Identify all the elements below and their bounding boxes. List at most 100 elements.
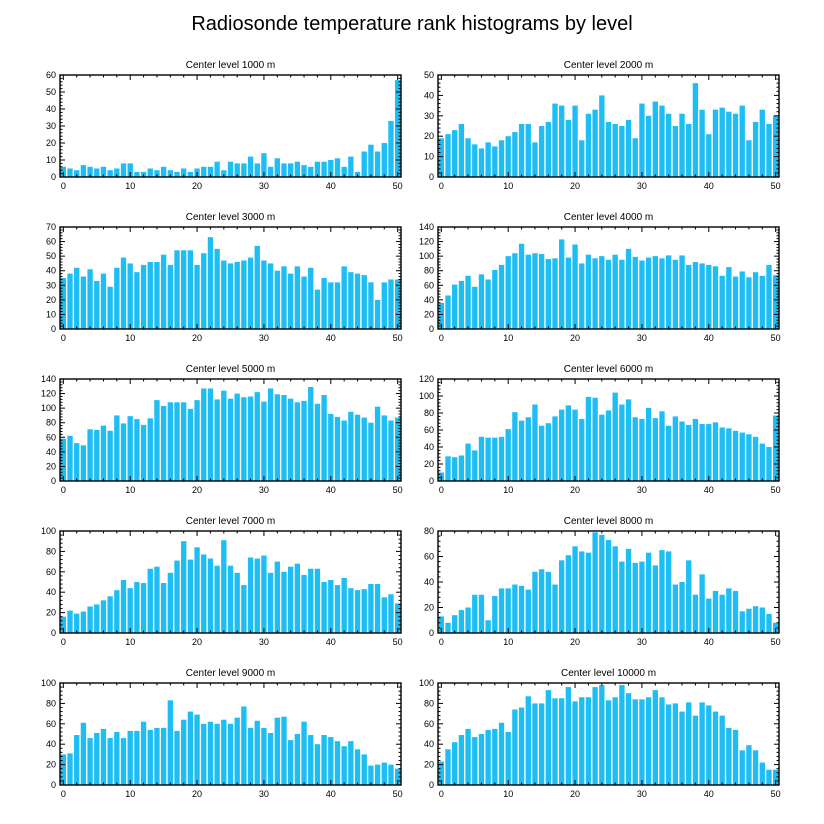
panel-1-bar-27 (241, 163, 247, 177)
panel-8-bar-35 (672, 584, 679, 633)
panel-10-bar-3 (458, 735, 465, 785)
panel-3-xlabel-20: 20 (192, 333, 202, 343)
panel-3-ylabel-20: 20 (46, 295, 56, 305)
panel-7-xlabel-50: 50 (393, 637, 403, 647)
panel-8-bar-15 (538, 569, 545, 633)
panel-9-bar-42 (341, 746, 347, 785)
panel-10-bar-38 (692, 715, 699, 785)
panel-4-bar-29 (632, 256, 638, 329)
panel-9-ylabel-100: 100 (41, 678, 56, 688)
panel-6-xlabel-0: 0 (439, 485, 444, 495)
panel-6-ylabel-100: 100 (419, 391, 434, 401)
panel-4-bar-12 (518, 243, 525, 329)
panel-1-bar-12 (140, 171, 147, 177)
panel-6-bar-20 (572, 409, 578, 481)
panel-9-bar-1 (67, 753, 73, 785)
panel-7-bar-38 (314, 568, 321, 633)
panel-2-bar-21 (579, 140, 585, 177)
panel-6-bar-46 (746, 434, 752, 481)
panel-10-bar-32 (652, 690, 658, 785)
panel-4-bar-6 (478, 274, 485, 329)
panel-1-xlabel-10: 10 (125, 181, 135, 191)
panel-7-bar-12 (140, 583, 147, 633)
panel-5-xlabel-0: 0 (61, 485, 66, 495)
panel-10-bar-47 (752, 750, 759, 785)
panel-8-bar-23 (592, 532, 598, 633)
panel-8-bar-18 (559, 560, 565, 633)
panel-2-bar-40 (706, 134, 712, 177)
panel-3-bar-36 (301, 276, 307, 329)
panel-10-bar-9 (498, 722, 505, 785)
panel-9-bar-39 (321, 735, 327, 785)
panel-2-bar-37 (686, 123, 692, 177)
panel-6-ylabel-40: 40 (424, 442, 434, 452)
panel-2-bar-14 (532, 142, 538, 177)
panel-3: Center level 3000 m 0 10 20 30 40 50 0 10 20 30 40 5… (46, 212, 403, 343)
panel-4-ylabel-0: 0 (429, 324, 434, 334)
panel-1-bar-40 (328, 160, 334, 177)
panel-9-bar-44 (354, 749, 361, 785)
panel-8-bar-19 (565, 555, 572, 633)
panel-8-xlabel-30: 30 (637, 637, 647, 647)
panel-6-bar-41 (712, 422, 719, 481)
panel-4-xlabel-30: 30 (637, 333, 647, 343)
panel-5-bar-14 (154, 400, 160, 481)
panel-10-bar-13 (525, 696, 531, 785)
panel-7-bar-1 (67, 610, 73, 633)
panels: Center level 1000 m 0 10 20 30 40 50 0 10 20 30 40 5… (41, 60, 781, 799)
panel-3-bar-18 (181, 250, 187, 329)
panel-10-bar-0 (438, 761, 445, 785)
panel-6-bar-19 (565, 405, 572, 481)
panel-9-bar-4 (87, 738, 93, 785)
panel-4-bar-19 (565, 257, 572, 329)
panel-7-bar-32 (274, 561, 280, 633)
panel-3-bar-4 (87, 269, 93, 329)
panel-3-bar-1 (67, 273, 73, 329)
panel-6-bar-47 (752, 436, 759, 481)
panel-7-bar-24 (221, 540, 227, 633)
panel-4-bar-4 (465, 275, 471, 329)
panel-4-ylabel-140: 140 (419, 222, 434, 232)
panel-10-bar-37 (686, 702, 692, 785)
panel-7-bar-42 (341, 577, 347, 633)
panel-4-bar-47 (752, 272, 759, 329)
panel-1-ylabel-50: 50 (46, 87, 56, 97)
panel-5-bar-38 (314, 403, 321, 481)
panel-1-bar-46 (368, 144, 374, 177)
panel-7-title: Center level 7000 m (186, 516, 276, 527)
panel-3-bar-12 (140, 264, 147, 329)
panel-7-bar-46 (368, 584, 374, 633)
panel-3-frame (59, 226, 402, 330)
panel-3-ylabel-0: 0 (51, 324, 56, 334)
panel-8-bar-11 (512, 584, 518, 633)
panel-3-bar-9 (120, 257, 127, 329)
panel-1-bar-16 (167, 170, 173, 177)
panel-9-bar-28 (247, 727, 254, 785)
panel-2-bar-45 (739, 105, 745, 177)
panel-5-bar-26 (234, 393, 240, 481)
panel-10-bar-44 (732, 729, 739, 785)
panel-5-bar-17 (174, 402, 180, 481)
panel-2-bar-13 (525, 123, 531, 177)
panel-10-bar-34 (666, 704, 672, 785)
panel-10-ylabel-80: 80 (424, 698, 434, 708)
panel-6-bar-25 (605, 410, 612, 481)
panel-4-bar-1 (445, 295, 451, 329)
panel-2-bar-12 (518, 123, 525, 177)
panel-4-bar-9 (498, 264, 505, 329)
panel-10-bar-2 (452, 742, 458, 785)
panel-2-bar-5 (472, 144, 478, 177)
panel-1-bar-25 (227, 161, 234, 177)
panel-4-bar-44 (732, 276, 739, 329)
panel-7-bar-4 (87, 606, 93, 633)
panel-5-ylabel-0: 0 (51, 476, 56, 486)
panel-7-bar-10 (127, 588, 133, 633)
panel-6-bar-33 (659, 411, 665, 481)
panel-6-bar-27 (619, 404, 625, 481)
panel-7-bar-14 (154, 566, 160, 633)
panel-7-bar-19 (187, 559, 194, 633)
panel-1-bar-14 (154, 170, 160, 177)
panel-7-bar-45 (361, 589, 367, 633)
panel-6-xlabel-30: 30 (637, 485, 647, 495)
panel-4: Center level 4000 m 0 10 20 30 40 50 0 20 40 60 80 1… (419, 212, 781, 343)
